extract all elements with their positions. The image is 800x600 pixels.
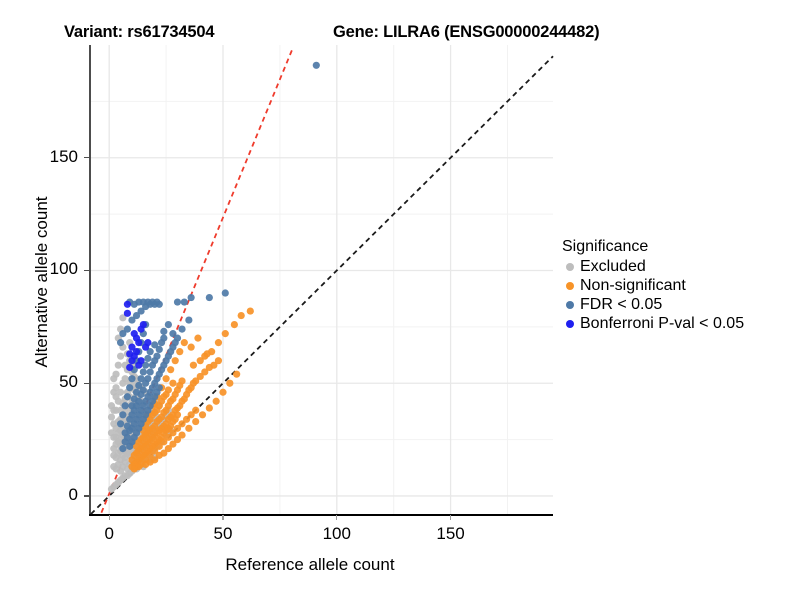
data-points bbox=[107, 61, 320, 493]
y-tick-mark bbox=[84, 157, 89, 159]
x-axis-line bbox=[89, 514, 553, 516]
y-tick-label: 50 bbox=[59, 372, 78, 392]
x-tick-mark bbox=[449, 515, 452, 520]
legend-dot-icon bbox=[562, 295, 578, 314]
y-tick-label: 150 bbox=[49, 146, 78, 166]
variant-title: Variant: rs61734504 bbox=[64, 23, 215, 41]
series-fdr-0-05 bbox=[116, 61, 320, 453]
y-axis-line bbox=[89, 45, 91, 515]
legend-item[interactable]: Non-significant bbox=[562, 276, 744, 295]
legend-item-label: Bonferroni P-val < 0.05 bbox=[580, 314, 745, 332]
x-axis-title: Reference allele count bbox=[225, 555, 395, 574]
y-tick-mark bbox=[84, 269, 89, 272]
y-tick-mark bbox=[84, 495, 89, 497]
gene-title: Gene: LILRA6 (ENSG00000244482) bbox=[333, 23, 600, 41]
legend-dot-icon bbox=[562, 276, 578, 295]
legend-dot-icon bbox=[562, 257, 578, 276]
plot-panel bbox=[90, 45, 554, 515]
y-axis-title: Alternative allele count bbox=[32, 196, 51, 368]
series-non-significant bbox=[128, 307, 254, 473]
x-tick-label: 50 bbox=[213, 524, 233, 543]
x-tick-label: 100 bbox=[322, 524, 351, 543]
legend-item-label: FDR < 0.05 bbox=[580, 295, 663, 313]
legend-item[interactable]: Bonferroni P-val < 0.05 bbox=[562, 314, 744, 333]
legend-item[interactable]: Excluded bbox=[562, 257, 744, 276]
y-tick-label: 100 bbox=[49, 259, 78, 279]
x-tick-mark bbox=[222, 515, 224, 520]
series-bonferroni-p-val-0-05 bbox=[123, 300, 152, 372]
y-tick-label: 0 bbox=[68, 484, 78, 504]
legend-title: Significance bbox=[562, 238, 649, 255]
x-tick-label: 150 bbox=[436, 524, 465, 543]
legend-items: Excluded Non-significant FDR < 0.05 Bonferr… bbox=[562, 257, 744, 333]
x-tick-label: 0 bbox=[104, 524, 114, 543]
legend-item-label: Excluded bbox=[580, 257, 646, 275]
y-tick-mark bbox=[84, 382, 89, 384]
x-tick-mark bbox=[336, 515, 338, 520]
x-tick-mark bbox=[108, 515, 110, 520]
legend-item-label: Non-significant bbox=[580, 276, 686, 294]
legend-dot-icon bbox=[562, 314, 578, 333]
legend: Significance Excluded Non-significant FDR … bbox=[562, 238, 744, 333]
legend-item[interactable]: FDR < 0.05 bbox=[562, 295, 744, 314]
